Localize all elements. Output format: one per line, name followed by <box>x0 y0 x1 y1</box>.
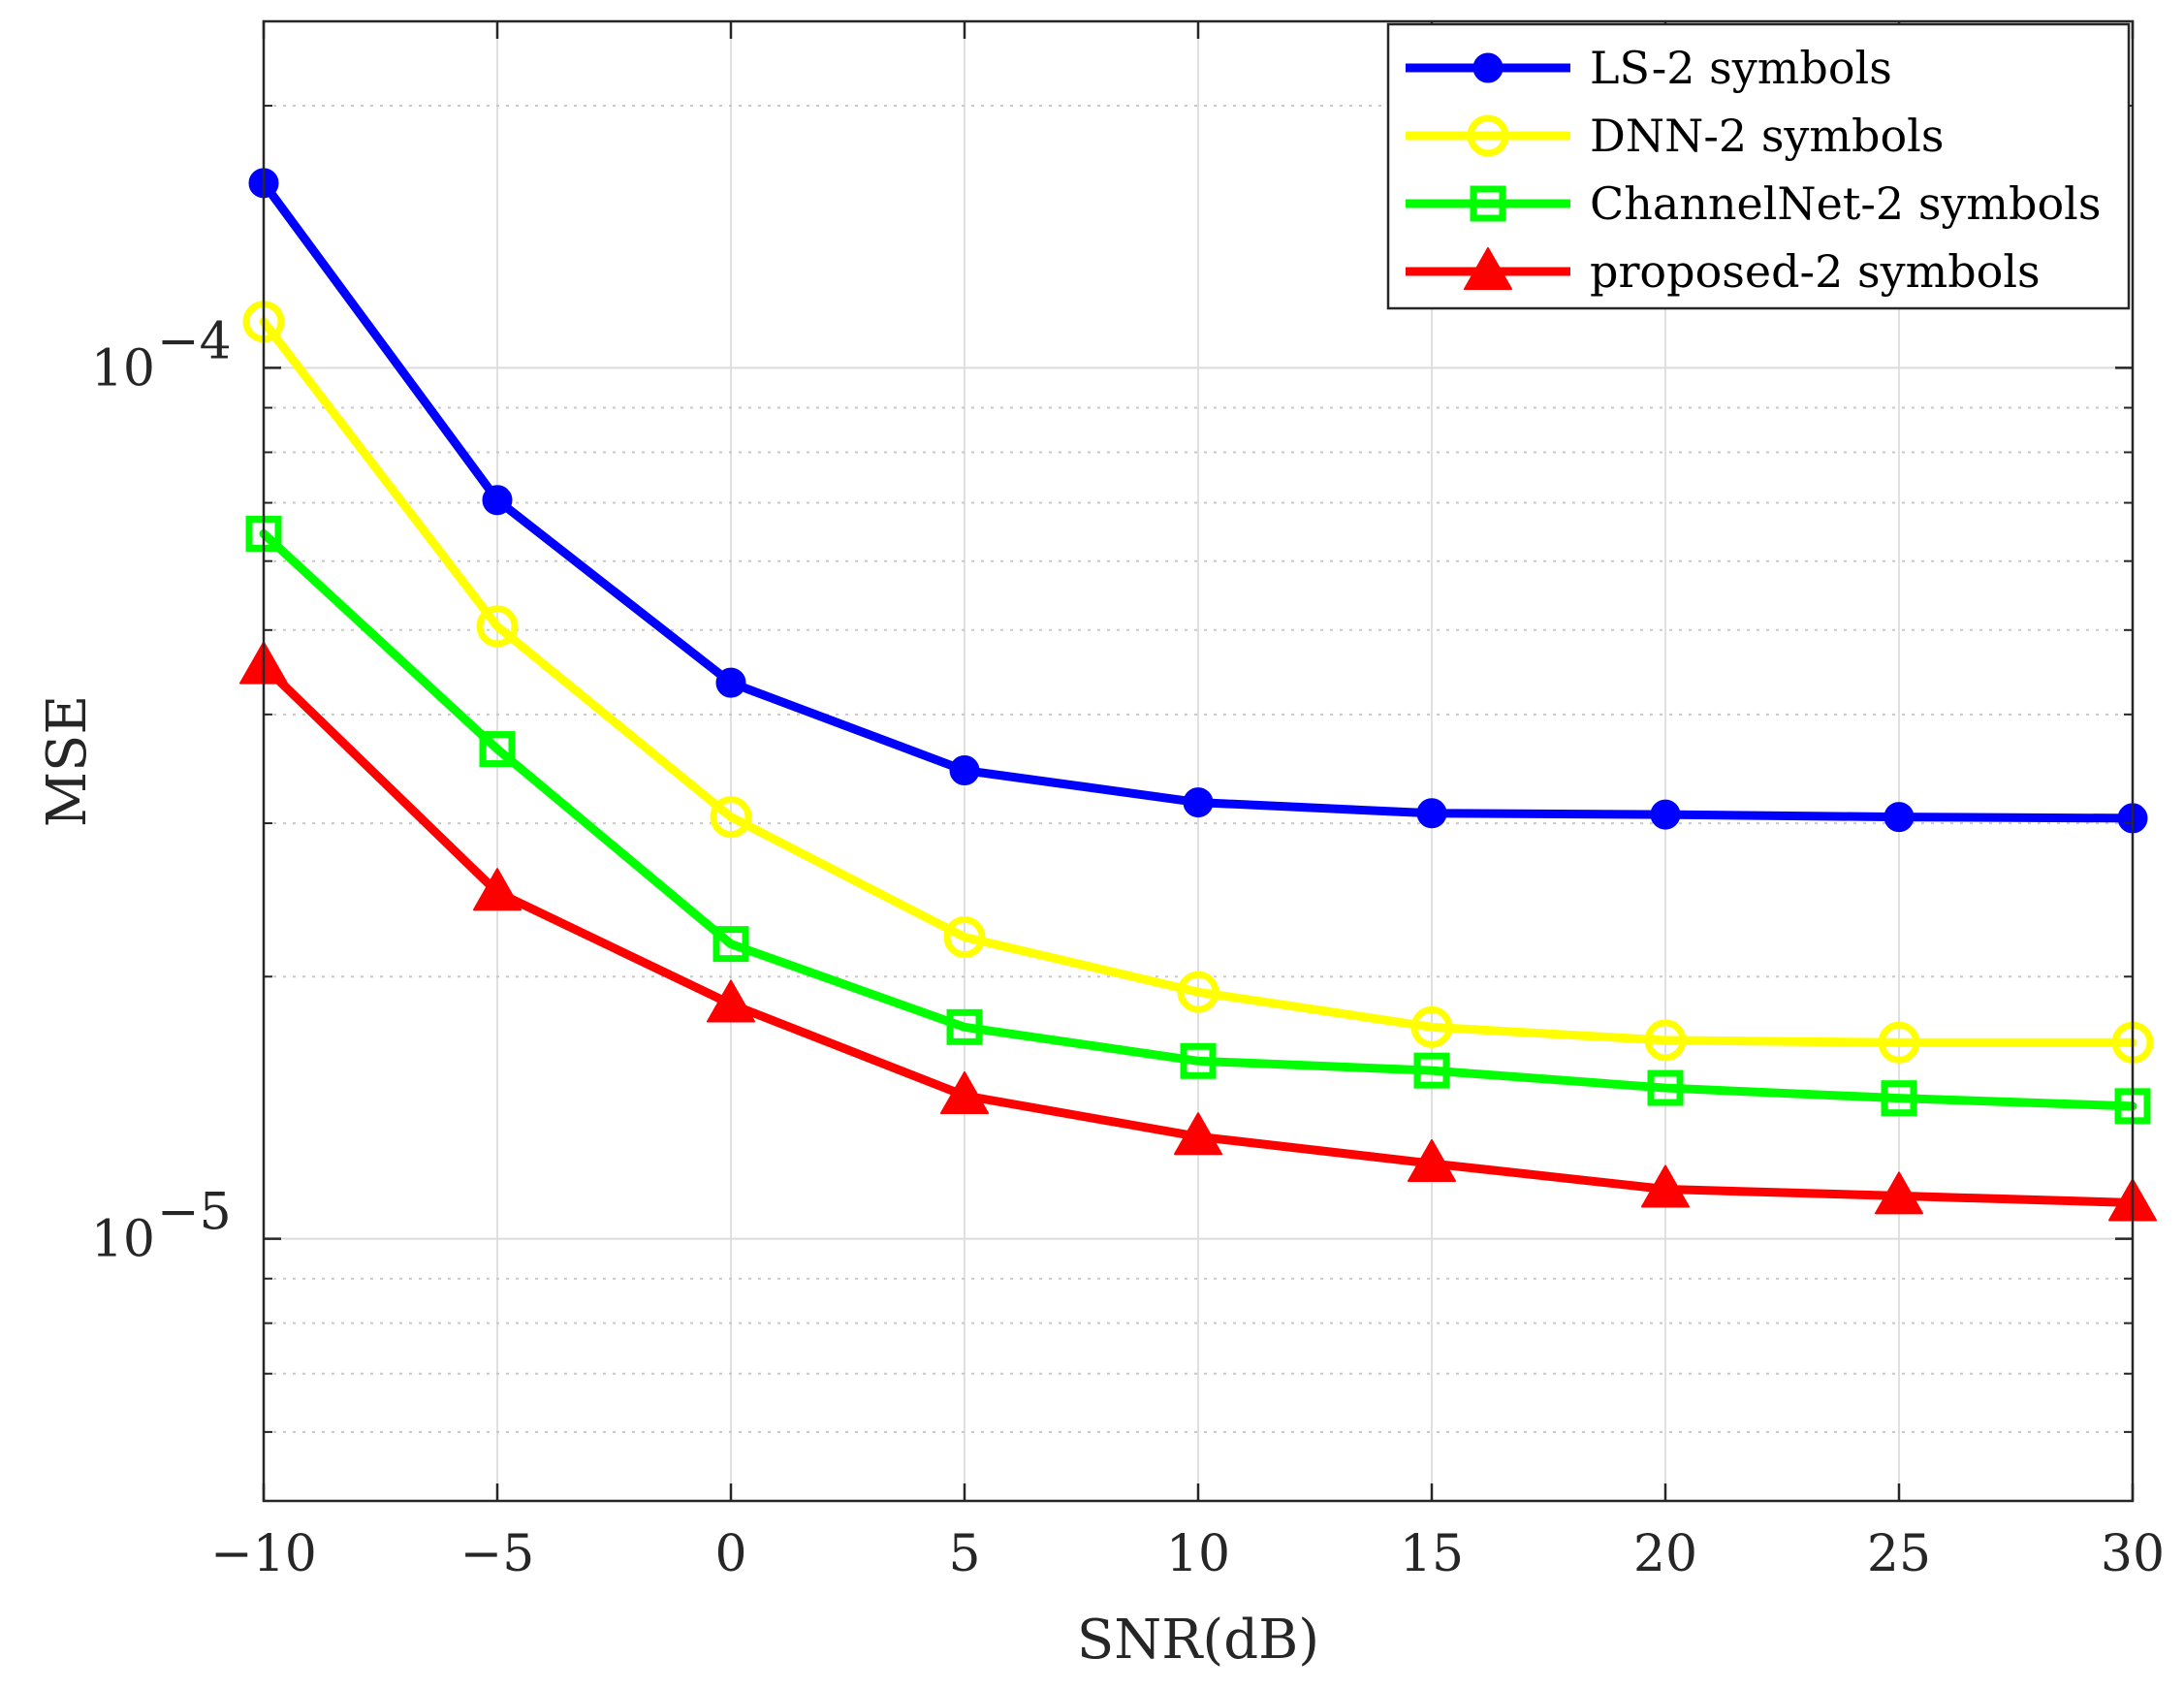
data-point <box>943 916 986 959</box>
data-point <box>1183 787 1214 818</box>
data-point <box>1413 1052 1450 1089</box>
data-point <box>707 979 755 1023</box>
x-tick-label: 15 <box>1400 1525 1464 1583</box>
x-tick-label: −5 <box>460 1525 535 1583</box>
data-point <box>1881 1080 1917 1117</box>
data-point <box>1641 1164 1690 1208</box>
x-tick-label: 10 <box>1166 1525 1230 1583</box>
data-point <box>940 1070 989 1114</box>
data-point <box>1875 1171 1923 1215</box>
x-axis-label: SNR(dB) <box>1077 1609 1319 1672</box>
data-point <box>1410 1005 1453 1048</box>
y-tick-label-exponent: −4 <box>157 312 232 370</box>
data-point <box>1174 1112 1222 1156</box>
data-point <box>710 796 752 839</box>
y-tick-label: 10 <box>91 1211 155 1269</box>
x-tick-label: −10 <box>210 1525 317 1583</box>
data-point <box>1408 1139 1456 1183</box>
data-point <box>1650 799 1681 830</box>
y-axis-label: MSE <box>36 695 99 828</box>
y-tick-label: 10 <box>91 339 155 398</box>
data-point <box>712 926 749 963</box>
legend-label: ChannelNet-2 symbols <box>1590 177 2102 230</box>
series-line <box>259 528 2137 1111</box>
y-tick-label-exponent: −5 <box>157 1184 232 1242</box>
legend-label: LS-2 symbols <box>1590 42 1892 94</box>
legend: LS-2 symbols DNN-2 symbols ChannelNet-2 sy… <box>1386 22 2131 310</box>
x-tick-label: 20 <box>1633 1525 1697 1583</box>
data-point <box>479 731 516 768</box>
legend-marker <box>1472 52 1503 83</box>
data-point <box>949 755 980 786</box>
data-point <box>1416 798 1447 829</box>
data-point <box>1180 1042 1217 1079</box>
data-point <box>1883 802 1915 833</box>
data-point <box>1177 971 1219 1013</box>
data-point <box>482 485 513 516</box>
legend-label: proposed-2 symbols <box>1590 245 2041 298</box>
data-point <box>476 605 519 648</box>
x-tick-label: 5 <box>948 1525 980 1583</box>
x-tick-label: 25 <box>1867 1525 1931 1583</box>
data-point <box>1878 1021 1920 1064</box>
data-point <box>1647 1069 1684 1106</box>
series-group <box>239 168 2157 1222</box>
series-line <box>259 317 2137 1047</box>
data-point <box>1644 1019 1687 1062</box>
legend-box <box>1386 22 2131 310</box>
data-point <box>473 868 522 911</box>
x-tick-label: 0 <box>714 1525 746 1583</box>
data-point <box>946 1008 983 1045</box>
legend-label: DNN-2 symbols <box>1590 110 1944 162</box>
data-point <box>715 667 746 698</box>
x-tick-label: 30 <box>2101 1525 2165 1583</box>
legend-marker <box>1464 247 1512 290</box>
legend-marker <box>1470 185 1506 222</box>
legend-marker <box>1467 114 1509 157</box>
